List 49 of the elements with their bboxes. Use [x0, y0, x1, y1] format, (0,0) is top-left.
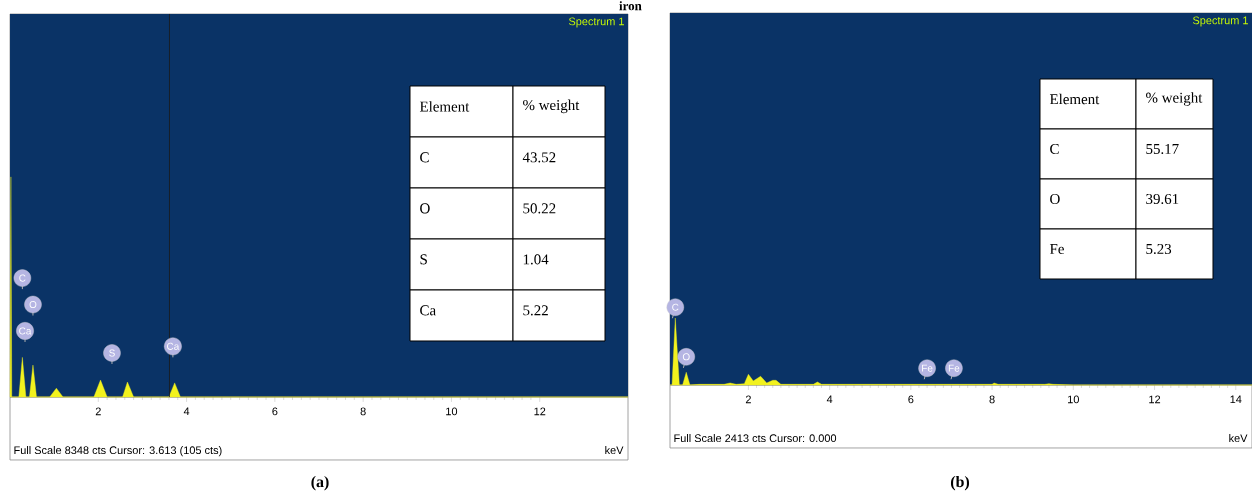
text: Element	[419, 101, 470, 112]
x-tick-label: 2	[95, 407, 101, 416]
text: % weight	[1146, 92, 1203, 106]
text: Fe	[1049, 244, 1064, 254]
text: Element	[1049, 93, 1100, 105]
x-tick-label: 14	[1230, 395, 1242, 404]
x-tick-label: 12	[1149, 395, 1161, 404]
x-tick-label: 8	[360, 407, 366, 416]
x-tick-label: 4	[183, 407, 190, 416]
annotation: O	[29, 301, 37, 309]
x-axis-title: keV	[1229, 434, 1248, 443]
annotation: C	[19, 274, 26, 282]
text: C	[1050, 143, 1059, 154]
text: (a)	[311, 475, 329, 491]
x-tick-label: 10	[446, 407, 458, 416]
text: C	[420, 152, 429, 163]
annotation: Ca	[19, 327, 32, 335]
annotation: Ca	[420, 305, 436, 316]
annotation: Fe	[948, 364, 960, 372]
x-tick-label: 8	[989, 395, 995, 404]
annotation: 5.22	[523, 305, 548, 316]
x-axis-title: keV	[605, 446, 624, 455]
x-tick-label: 6	[908, 395, 914, 404]
text: 43.52	[522, 152, 556, 163]
text: (b)	[950, 475, 970, 491]
x-tick-label: 12	[534, 407, 546, 416]
text: % weight	[523, 99, 580, 114]
text: 5.23	[1146, 243, 1172, 255]
text: O	[1050, 193, 1060, 204]
annotation: Fe	[922, 364, 933, 372]
annotation: Ca	[167, 342, 180, 350]
annotation: O	[420, 203, 430, 214]
annotation: 50.22	[523, 203, 556, 214]
x-tick-label: 6	[272, 407, 278, 416]
annotation: S	[420, 254, 427, 265]
x-tick-label: 4	[826, 395, 833, 404]
text: Full Scale 8348 cts Cursor: 3.613 (105 cts)	[14, 446, 222, 457]
text: Full Scale 2413 cts Cursor: 0.000	[674, 434, 837, 443]
annotation: C	[672, 303, 679, 311]
annotation: S	[109, 349, 115, 357]
text: 39.61	[1146, 193, 1179, 205]
x-tick-label: 2	[745, 395, 751, 404]
x-tick-label: 10	[1068, 395, 1079, 404]
text: iron	[619, 1, 642, 11]
text: 55.17	[1146, 143, 1179, 155]
annotation: 1.04	[523, 254, 549, 265]
annotation: O	[682, 353, 690, 361]
chart-title: Spectrum 1	[1192, 16, 1248, 27]
chart-title: Spectrum 1	[568, 17, 624, 28]
